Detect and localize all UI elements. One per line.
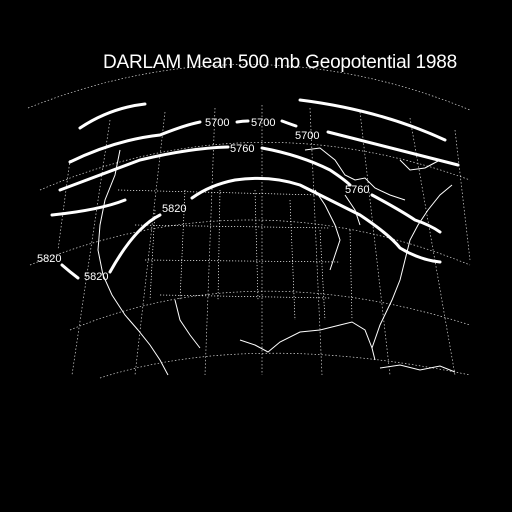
state-borders	[117, 189, 353, 321]
contour-5820-main	[108, 176, 442, 274]
contour-5820-left	[60, 263, 80, 280]
contour-label-5820-b: 5820	[37, 253, 61, 265]
contour-label-5700-b: 5700	[251, 117, 275, 129]
coastlines	[97, 147, 456, 376]
contour-label-5760-a: 5760	[230, 143, 254, 155]
contour-labels: 5700 5700 5700 5760 5760 5820 5820 5820	[37, 117, 369, 283]
contour-label-5700-a: 5700	[205, 117, 229, 129]
contour-5760	[58, 145, 442, 234]
map-title: DARLAM Mean 500 mb Geopotential 1988	[103, 52, 458, 73]
contour-top	[78, 102, 147, 130]
graticule	[27, 64, 471, 379]
contour-5820-upper	[50, 198, 127, 217]
contour-label-5820-a: 5820	[162, 203, 186, 215]
contour-5700	[68, 119, 460, 167]
contour-label-5820-c: 5820	[84, 271, 108, 283]
contour-label-5760-b: 5760	[345, 184, 369, 196]
contour-top-right	[298, 98, 447, 142]
contour-label-5700-c: 5700	[295, 130, 319, 142]
contours	[50, 98, 460, 280]
